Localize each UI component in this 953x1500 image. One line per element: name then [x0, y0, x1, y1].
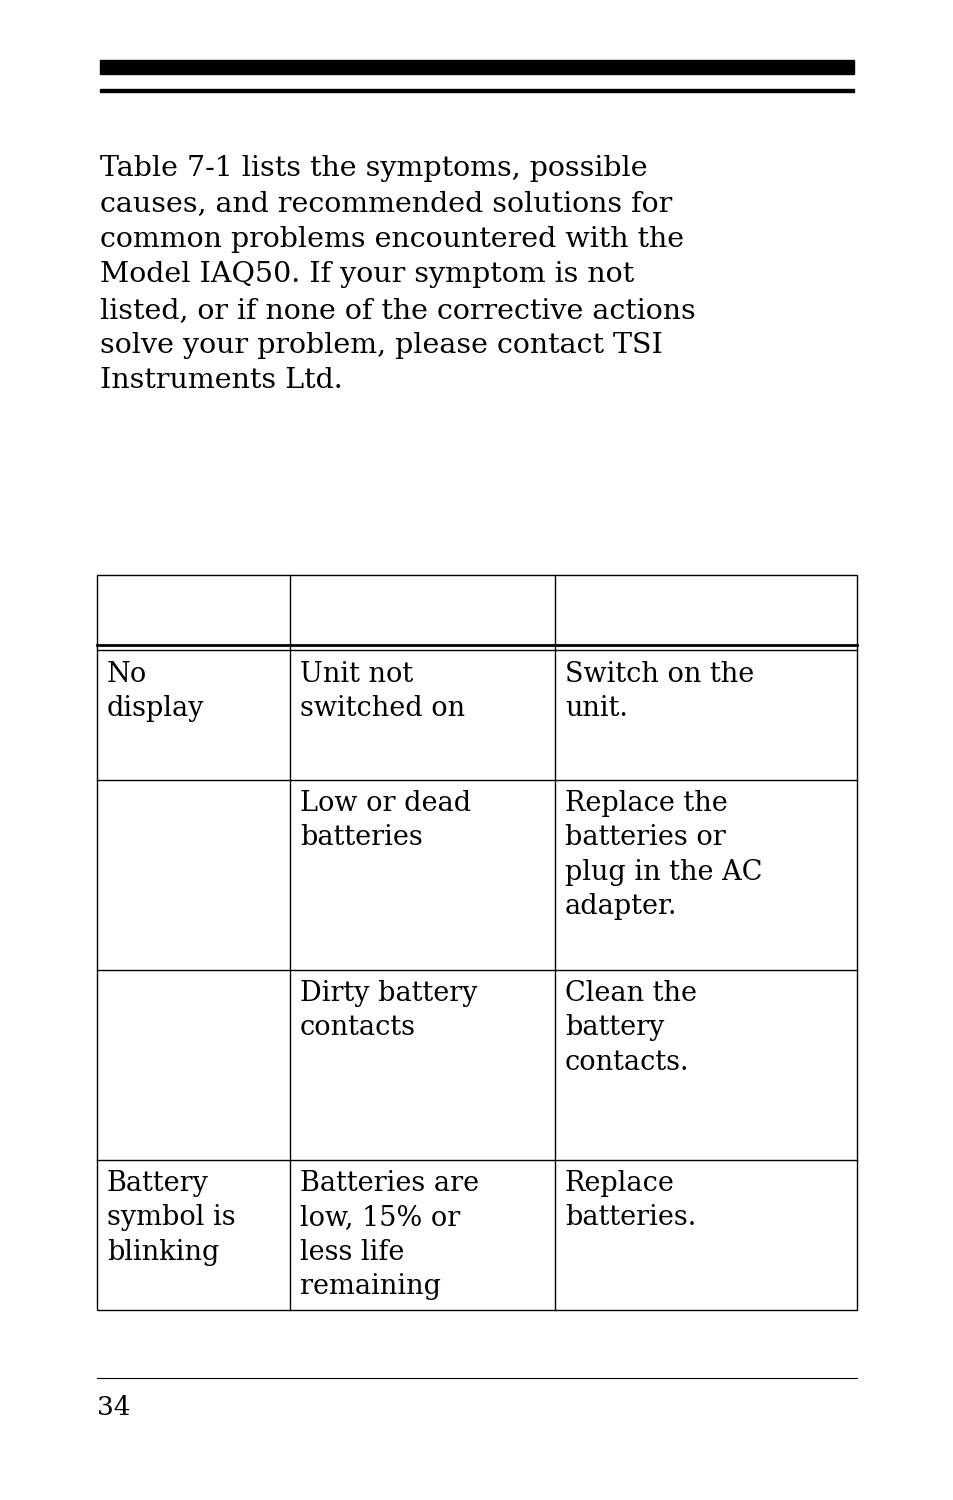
Bar	[100, 60, 853, 74]
Text: Switch on the
unit.: Switch on the unit.	[564, 662, 754, 723]
Bar	[100, 88, 853, 92]
Text: 34: 34	[97, 1395, 131, 1420]
Text: Batteries are
low, 15% or
less life
remaining: Batteries are low, 15% or less life rema…	[299, 1170, 478, 1300]
Bar	[97, 574, 856, 1310]
Text: Table 7-1 lists the symptoms, possible
causes, and recommended solutions for
com: Table 7-1 lists the symptoms, possible c…	[100, 154, 695, 395]
Text: Low or dead
batteries: Low or dead batteries	[299, 790, 471, 852]
Text: Replace the
batteries or
plug in the AC
adapter.: Replace the batteries or plug in the AC …	[564, 790, 761, 920]
Text: Clean the
battery
contacts.: Clean the battery contacts.	[564, 980, 697, 1076]
Text: Dirty battery
contacts: Dirty battery contacts	[299, 980, 477, 1041]
Text: No
display: No display	[107, 662, 204, 723]
Text: Replace
batteries.: Replace batteries.	[564, 1170, 696, 1232]
Text: Unit not
switched on: Unit not switched on	[299, 662, 465, 723]
Text: Battery
symbol is
blinking: Battery symbol is blinking	[107, 1170, 235, 1266]
